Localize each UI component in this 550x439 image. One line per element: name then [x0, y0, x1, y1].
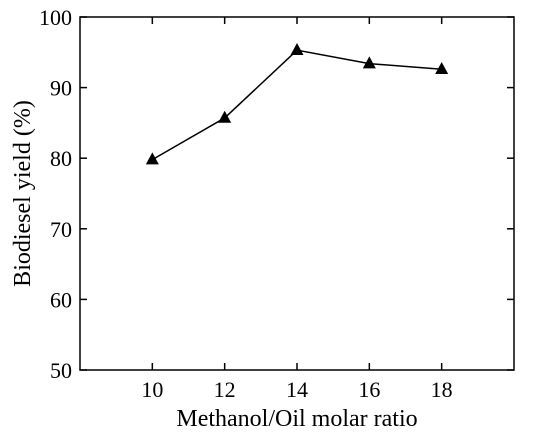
y-tick-label: 90: [50, 76, 72, 101]
y-tick-label: 60: [50, 287, 72, 312]
x-tick-label: 10: [141, 377, 163, 402]
series-line: [151, 49, 442, 161]
x-tick-label: 16: [358, 377, 380, 402]
x-tick-label: 12: [214, 377, 236, 402]
data-point-triangle: [145, 152, 159, 165]
x-axis-ticks: 10 12 14 16 18: [141, 17, 453, 402]
y-axis-label: Biodiesel yield (%): [10, 100, 36, 287]
data-point-triangle: [362, 56, 376, 69]
y-axis-ticks: 50 60 70 80 90 100: [39, 5, 514, 383]
data-point-triangle: [218, 110, 232, 123]
y-tick-label: 70: [50, 217, 72, 242]
series-layer: [145, 42, 449, 165]
y-tick-label: 80: [50, 146, 72, 171]
x-tick-label: 18: [431, 377, 453, 402]
plot-frame: [79, 16, 515, 371]
y-tick-label: 50: [50, 358, 72, 383]
data-point-triangle: [290, 42, 304, 55]
x-tick-label: 14: [286, 377, 308, 402]
data-point-triangle: [435, 62, 449, 75]
y-tick-label: 100: [39, 5, 72, 30]
x-axis-label: Methanol/Oil molar ratio: [176, 406, 417, 432]
